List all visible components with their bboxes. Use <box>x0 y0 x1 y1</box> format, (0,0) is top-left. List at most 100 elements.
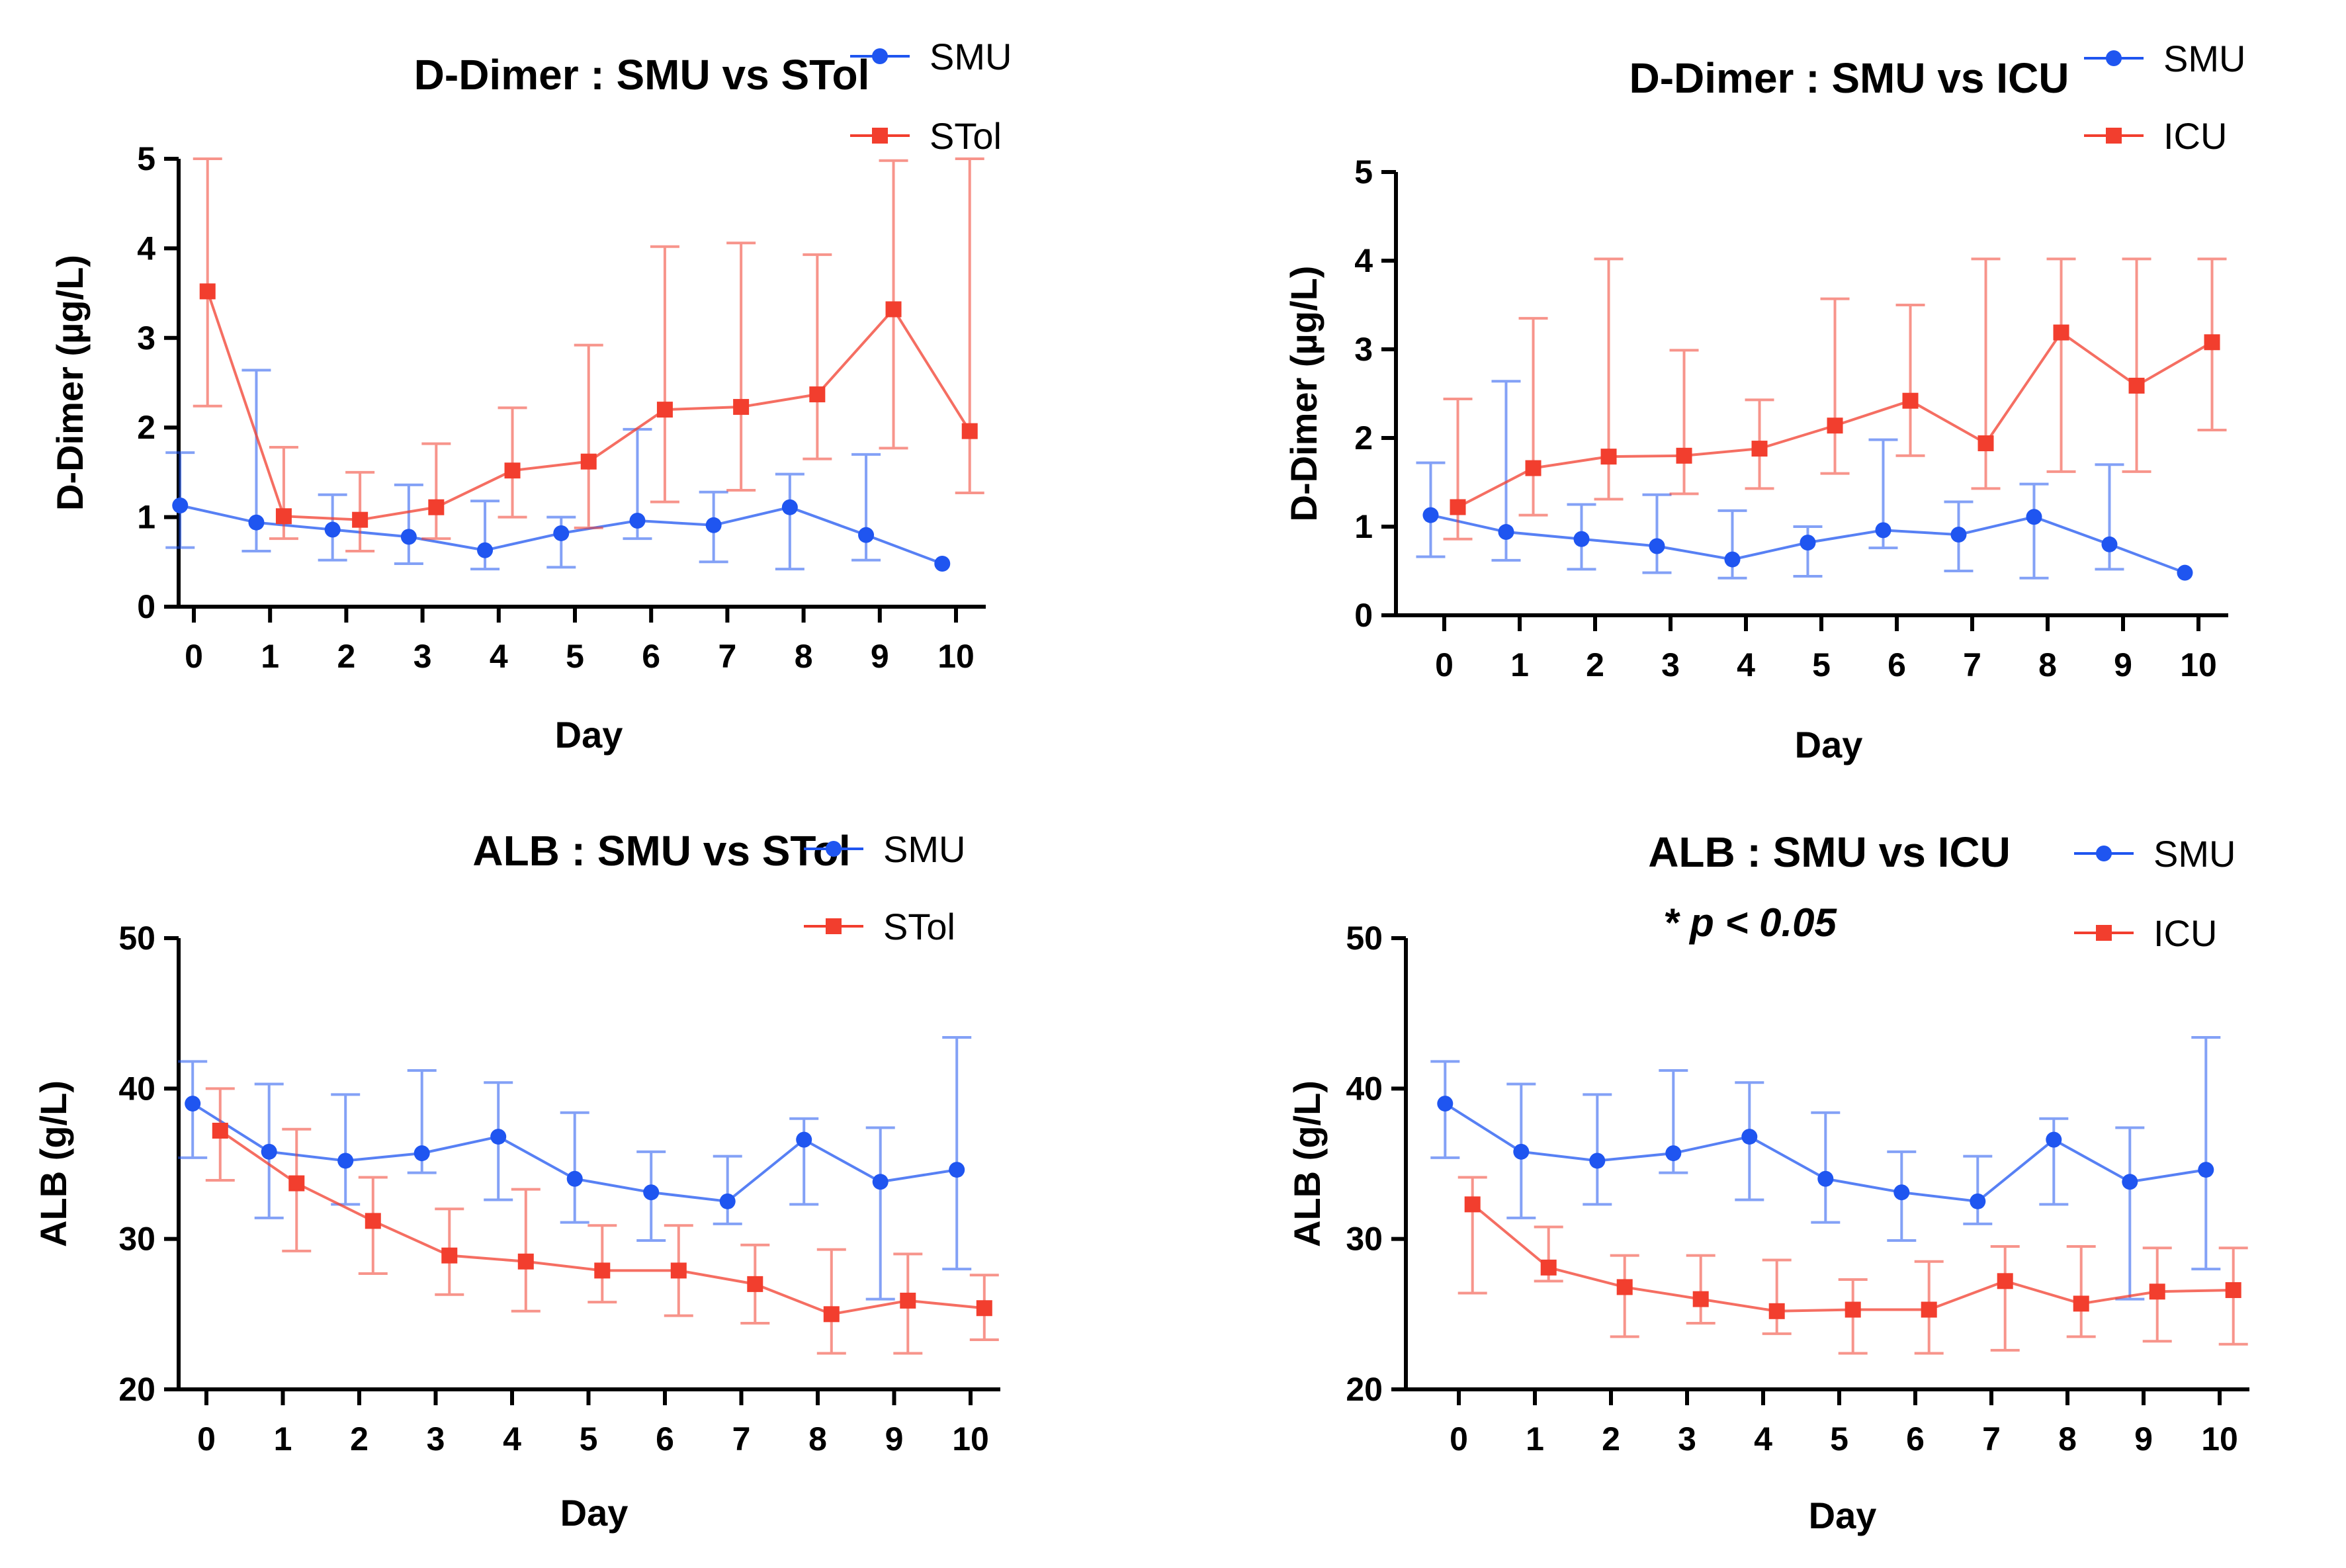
error-bar <box>1762 1258 1792 1335</box>
data-point <box>809 386 826 403</box>
data-point <box>1540 1259 1557 1276</box>
data-point <box>656 402 673 418</box>
data-point <box>2128 377 2145 394</box>
series-smu <box>178 1036 972 1301</box>
data-point <box>885 301 902 318</box>
error-bar <box>775 472 804 571</box>
error-bar <box>546 515 576 569</box>
error-bar <box>560 1111 589 1224</box>
data-point <box>1817 1170 1834 1187</box>
error-bar <box>331 1093 361 1206</box>
data-point <box>670 1262 687 1279</box>
data-point <box>1589 1153 1606 1169</box>
data-point <box>477 542 494 558</box>
data-point <box>949 1162 965 1178</box>
error-bar <box>789 1117 819 1206</box>
data-point <box>1977 435 1994 452</box>
data-point <box>1921 1301 1937 1318</box>
x-tick-label: 2 <box>337 638 355 675</box>
chart-dd-icu: D-Dimer : SMU vs ICU 0 1 2 3 4 5 0 1 2 3 4 5 6 7 8 9 10 Da… <box>1283 38 2245 765</box>
y-tick-label: 2 <box>137 409 155 446</box>
legend-label: SMU <box>930 36 1012 77</box>
data-point <box>2149 1284 2165 1300</box>
x-tick-label: 8 <box>2058 1420 2077 1458</box>
legend-marker <box>872 48 888 64</box>
x-tick-label: 0 <box>185 638 203 675</box>
x-tick-label: 9 <box>871 638 889 675</box>
x-axis-label: Day <box>560 1492 629 1534</box>
legend-item-icu: ICU <box>2074 912 2217 954</box>
series-stol <box>205 1087 999 1355</box>
x-tick-label: 1 <box>261 638 279 675</box>
y-tick-label: 30 <box>118 1221 155 1258</box>
data-point <box>185 1096 201 1112</box>
data-point <box>248 514 265 531</box>
data-point <box>1751 441 1768 457</box>
data-point <box>781 499 798 515</box>
data-point <box>1827 417 1843 434</box>
x-tick-label: 8 <box>808 1420 827 1458</box>
chart-title: ALB : SMU vs ICU <box>1648 828 2011 876</box>
y-tick-label: 20 <box>1346 1371 1383 1408</box>
x-tick-label: 9 <box>885 1420 904 1458</box>
data-point <box>1464 1196 1481 1213</box>
y-tick-label: 3 <box>1354 331 1373 368</box>
x-tick-label: 3 <box>1678 1420 1696 1458</box>
x-tick-label: 7 <box>718 638 736 675</box>
error-bar <box>1443 398 1473 541</box>
x-tick-label: 7 <box>1963 646 1981 683</box>
data-point <box>961 423 978 439</box>
x-tick-label: 6 <box>656 1420 674 1458</box>
error-bar <box>345 470 375 553</box>
error-bar <box>2019 482 2049 580</box>
data-point <box>629 513 646 529</box>
y-tick-label: 50 <box>1346 920 1383 957</box>
x-tick-label: 2 <box>350 1420 369 1458</box>
data-point <box>1665 1145 1682 1162</box>
legend-marker <box>826 918 842 934</box>
data-point <box>1692 1291 1709 1307</box>
data-point <box>872 1174 889 1190</box>
error-bar <box>1717 509 1747 580</box>
error-bar <box>1583 1093 1612 1206</box>
chart-dd-stol: D-Dimer : SMU vs STol 0 1 2 3 4 5 0 1 2 3 4 5 6 7 8 9 10 D… <box>49 36 1012 756</box>
error-bar <box>2066 1245 2096 1338</box>
x-tick-label: 10 <box>2201 1420 2238 1458</box>
error-bar <box>193 157 222 408</box>
legend-label: STol <box>930 115 1002 157</box>
data-point <box>2101 536 2118 552</box>
data-point <box>1676 447 1692 464</box>
legend-label: SMU <box>2163 38 2245 79</box>
y-tick-label: 4 <box>1354 242 1373 279</box>
data-point <box>2046 1131 2062 1148</box>
y-tick-label: 30 <box>1346 1221 1383 1258</box>
y-tick-label: 1 <box>137 499 155 536</box>
x-tick-label: 0 <box>197 1420 216 1458</box>
legend-item-icu: ICU <box>2084 115 2227 157</box>
error-bar <box>650 245 679 503</box>
data-point <box>1437 1096 1454 1112</box>
data-point <box>643 1184 660 1201</box>
data-point <box>1600 449 1617 465</box>
data-point <box>288 1175 305 1192</box>
y-tick-label: 5 <box>1354 153 1373 191</box>
data-point <box>2198 1162 2214 1178</box>
data-point <box>275 508 292 525</box>
series-icu <box>1443 257 2227 541</box>
legend-marker <box>2096 846 2112 861</box>
data-point <box>580 453 597 470</box>
error-bar <box>2046 257 2076 473</box>
x-tick-label: 0 <box>1435 646 1454 683</box>
series-stol <box>193 157 984 553</box>
legend-label: ICU <box>2153 912 2217 954</box>
legend-marker <box>2096 925 2112 941</box>
data-point <box>212 1122 228 1139</box>
x-tick-label: 1 <box>274 1420 292 1458</box>
data-point <box>796 1131 812 1148</box>
error-bar <box>1895 304 1925 457</box>
x-tick-label: 5 <box>1830 1420 1848 1458</box>
data-point <box>705 517 722 533</box>
error-bar <box>803 253 832 460</box>
x-tick-label: 3 <box>1661 646 1680 683</box>
error-bar <box>2039 1117 2069 1206</box>
